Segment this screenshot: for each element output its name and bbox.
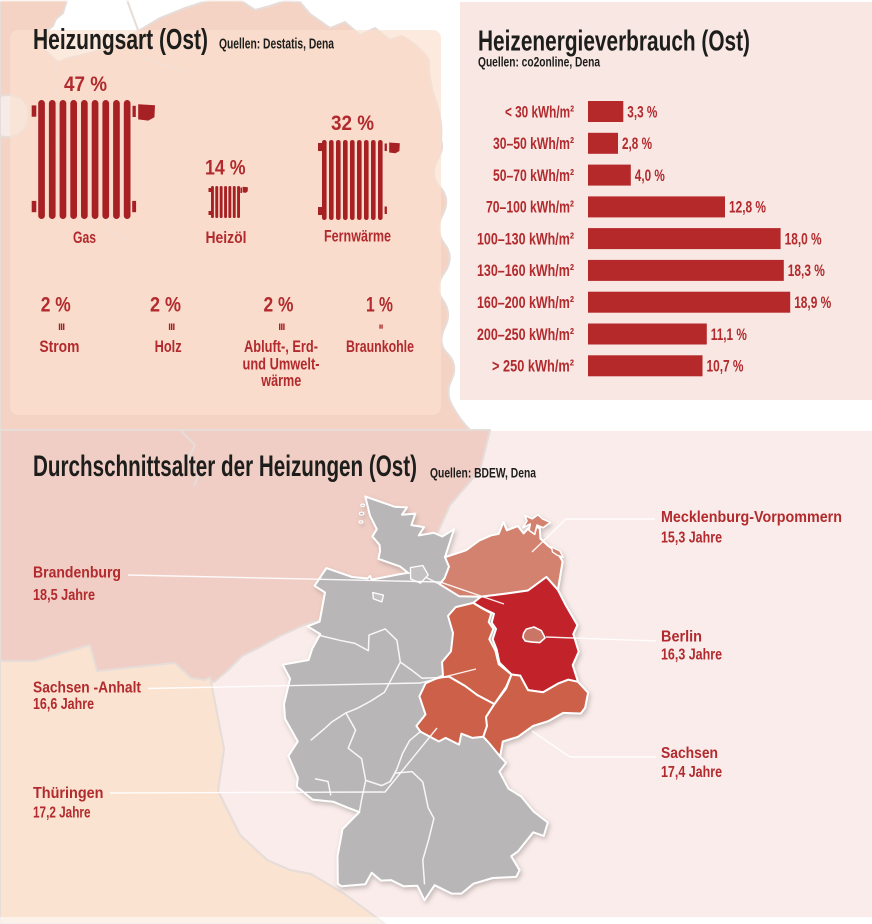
svg-text:Abluft-, Erd-: Abluft-, Erd- (244, 338, 318, 356)
svg-text:14 %: 14 % (205, 156, 246, 180)
svg-text:70–100 kWh/m²: 70–100 kWh/m² (486, 199, 574, 217)
svg-text:Holz: Holz (155, 338, 182, 356)
svg-text:Heizenergieverbrauch (Ost): Heizenergieverbrauch (Ost) (478, 25, 750, 57)
svg-text:15,3 Jahre: 15,3 Jahre (661, 530, 722, 547)
svg-text:200–250 kWh/m²: 200–250 kWh/m² (477, 326, 574, 344)
svg-text:18,5 Jahre: 18,5 Jahre (33, 587, 95, 604)
svg-text:Braunkohle: Braunkohle (346, 338, 414, 356)
svg-text:18,0 %: 18,0 % (785, 230, 822, 248)
svg-text:und Umwelt-: und Umwelt- (243, 356, 320, 374)
svg-text:Sachsen: Sachsen (661, 745, 718, 762)
svg-text:2 %: 2 % (264, 293, 294, 317)
svg-text:Quellen: BDEW, Dena: Quellen: BDEW, Dena (430, 465, 536, 481)
svg-text:11,1 %: 11,1 % (711, 326, 747, 344)
svg-text:Gas: Gas (73, 229, 96, 247)
svg-text:50–70 kWh/m²: 50–70 kWh/m² (493, 167, 574, 185)
svg-text:32 %: 32 % (331, 111, 374, 135)
svg-text:< 30 kWh/m²: < 30 kWh/m² (505, 103, 574, 121)
svg-text:Sachsen -Anhalt: Sachsen -Anhalt (33, 680, 142, 697)
svg-text:2 %: 2 % (41, 293, 71, 317)
svg-text:Quellen: Destatis, Dena: Quellen: Destatis, Dena (219, 36, 335, 52)
svg-text:16,6 Jahre: 16,6 Jahre (33, 696, 94, 713)
svg-text:10,7 %: 10,7 % (707, 358, 744, 376)
svg-text:> 250 kWh/m²: > 250 kWh/m² (492, 358, 574, 376)
svg-text:17,2 Jahre: 17,2 Jahre (33, 805, 91, 822)
svg-text:wärme: wärme (261, 372, 302, 390)
svg-text:16,3 Jahre: 16,3 Jahre (661, 647, 722, 664)
svg-text:12,8 %: 12,8 % (729, 199, 766, 217)
svg-text:17,4 Jahre: 17,4 Jahre (661, 764, 722, 781)
svg-text:Brandenburg: Brandenburg (33, 565, 121, 582)
svg-text:2 %: 2 % (150, 293, 181, 317)
svg-text:100–130 kWh/m²: 100–130 kWh/m² (477, 230, 574, 248)
svg-text:18,9 %: 18,9 % (794, 294, 831, 312)
svg-text:3,3 %: 3,3 % (627, 103, 657, 121)
svg-text:18,3 %: 18,3 % (788, 262, 825, 280)
svg-text:Mecklenburg-Vorpommern: Mecklenburg-Vorpommern (661, 509, 842, 526)
svg-text:1 %: 1 % (366, 293, 393, 317)
svg-text:160–200 kWh/m²: 160–200 kWh/m² (477, 294, 574, 312)
svg-text:130–160 kWh/m²: 130–160 kWh/m² (477, 262, 574, 280)
svg-text:Berlin: Berlin (661, 629, 702, 646)
svg-text:2,8 %: 2,8 % (622, 135, 652, 153)
svg-text:Heizungsart (Ost): Heizungsart (Ost) (33, 24, 208, 56)
svg-text:Heizöl: Heizöl (206, 229, 247, 247)
svg-text:47 %: 47 % (64, 72, 107, 96)
svg-text:Quellen: co2online, Dena: Quellen: co2online, Dena (478, 54, 600, 70)
svg-text:30–50 kWh/m²: 30–50 kWh/m² (493, 135, 574, 153)
svg-text:Durchschnittsalter der Heizung: Durchschnittsalter der Heizungen (Ost) (33, 450, 417, 483)
svg-text:Fernwärme: Fernwärme (324, 228, 391, 246)
svg-text:Strom: Strom (39, 338, 79, 356)
svg-text:4,0 %: 4,0 % (635, 167, 665, 185)
svg-text:Thüringen: Thüringen (33, 785, 104, 802)
